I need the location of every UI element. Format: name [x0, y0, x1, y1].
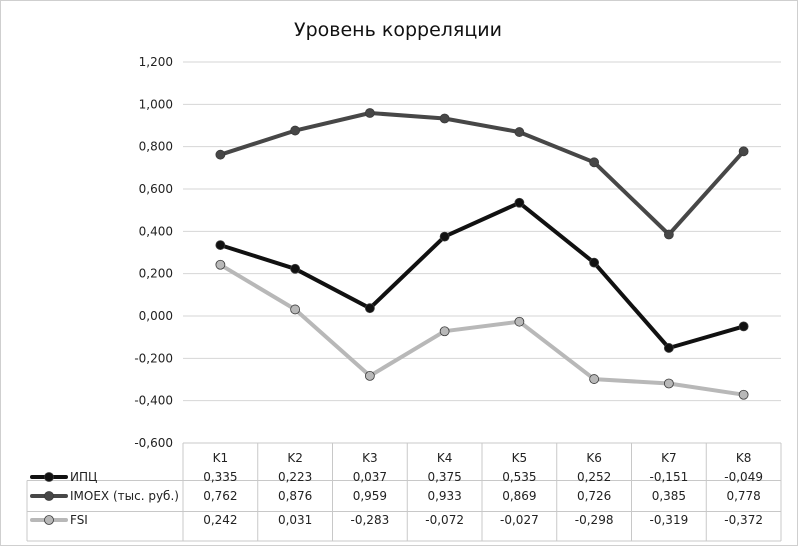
data-point	[663, 378, 674, 389]
data-value-label: 0,223	[278, 470, 312, 484]
y-tick-label: -0,400	[134, 394, 173, 408]
legend-label: ИПЦ	[70, 470, 97, 484]
data-point	[589, 257, 600, 268]
data-value-label: 0,335	[203, 470, 237, 484]
y-tick-label: 1,000	[139, 97, 173, 111]
data-point	[364, 371, 375, 381]
series-line	[218, 262, 746, 397]
series-line	[218, 111, 746, 237]
y-tick-label: 0,600	[139, 182, 173, 196]
data-value-label: -0,372	[724, 513, 763, 527]
data-value-label: 0,869	[502, 489, 536, 503]
data-point	[215, 240, 226, 250]
y-tick-label: 0,000	[139, 309, 173, 323]
y-tick-label: 0,800	[139, 140, 173, 154]
data-value-label: 0,778	[726, 489, 760, 503]
data-value-label: 0,762	[203, 489, 237, 503]
data-value-label: 0,031	[278, 513, 312, 527]
data-value-label: -0,072	[425, 513, 464, 527]
data-point	[514, 197, 525, 208]
data-point	[290, 125, 301, 136]
data-point	[364, 303, 375, 314]
data-value-label: 0,252	[577, 470, 611, 484]
legend-key-marker	[44, 491, 54, 501]
data-value-label: 0,876	[278, 489, 312, 503]
data-value-label: 0,959	[353, 489, 387, 503]
data-value-label: 0,535	[502, 470, 536, 484]
data-point	[215, 149, 226, 160]
data-value-label: 0,933	[427, 489, 461, 503]
data-point	[514, 316, 525, 327]
data-point	[738, 146, 749, 157]
data-point	[439, 231, 450, 242]
series-line	[218, 200, 746, 350]
y-tick-label: 0,200	[139, 267, 173, 281]
legend-key-marker	[44, 472, 54, 482]
data-value-label: 0,037	[353, 470, 387, 484]
data-value-label: -0,283	[351, 513, 390, 527]
data-point	[439, 326, 450, 337]
data-point	[589, 374, 600, 384]
legend-key-marker	[44, 515, 54, 525]
data-point	[663, 343, 674, 353]
data-value-label: -0,298	[575, 513, 614, 527]
data-value-label: 0,726	[577, 489, 611, 503]
data-point	[738, 321, 749, 332]
category-label: K3	[362, 451, 378, 465]
data-value-label: 0,375	[427, 470, 461, 484]
data-value-label: 0,242	[203, 513, 237, 527]
y-tick-label: 0,400	[139, 224, 173, 238]
category-label: K6	[586, 451, 602, 465]
data-value-label: -0,319	[650, 513, 689, 527]
legend-label: FSI	[70, 513, 88, 527]
data-point	[589, 157, 600, 168]
y-tick-label: -0,200	[134, 351, 173, 365]
data-value-label: -0,027	[500, 513, 539, 527]
data-point	[290, 263, 301, 274]
data-value-label: -0,049	[724, 470, 763, 484]
data-point	[290, 304, 301, 315]
data-value-label: 0,385	[652, 489, 686, 503]
y-tick-label: -0,600	[134, 436, 173, 450]
category-label: K2	[287, 451, 303, 465]
data-value-label: -0,151	[650, 470, 689, 484]
category-label: K7	[661, 451, 677, 465]
category-label: K5	[512, 451, 528, 465]
chart-title: Уровень корреляции	[294, 19, 502, 41]
data-point	[364, 108, 375, 118]
data-point	[738, 389, 749, 400]
data-point	[663, 229, 674, 240]
data-point	[439, 113, 450, 124]
category-label: K4	[437, 451, 453, 465]
y-tick-label: 1,200	[139, 55, 173, 69]
data-point	[514, 127, 525, 137]
category-label: K1	[213, 451, 229, 465]
data-point	[215, 259, 226, 270]
legend-label: IMOEX (тыс. руб.)	[70, 489, 179, 503]
category-label: K8	[736, 451, 752, 465]
